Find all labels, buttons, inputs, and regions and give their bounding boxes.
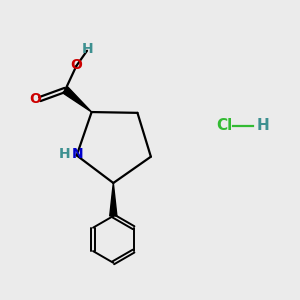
Text: O: O [29,92,41,106]
Text: H: H [82,42,93,56]
Text: H: H [256,118,269,134]
Polygon shape [63,87,92,112]
Text: N: N [72,147,84,161]
Text: H: H [58,147,70,161]
Text: O: O [70,58,82,72]
Text: Cl: Cl [216,118,232,134]
Polygon shape [110,183,117,216]
